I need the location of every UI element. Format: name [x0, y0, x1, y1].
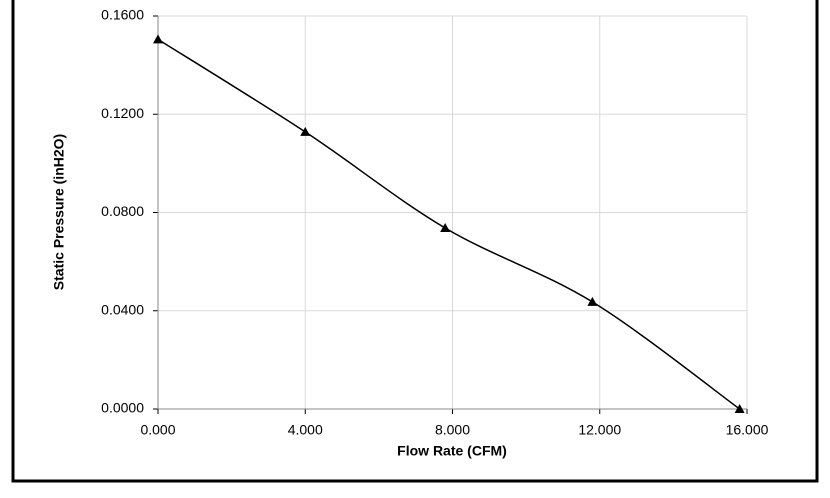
- marker: [153, 34, 163, 44]
- x-tick-label: 4.000: [288, 422, 323, 438]
- y-axis-title: Static Pressure (inH2O): [51, 134, 67, 290]
- x-tick-label: 16.000: [726, 422, 769, 438]
- x-tick-label: 12.000: [578, 422, 621, 438]
- marker: [734, 404, 745, 413]
- marker: [587, 296, 598, 306]
- y-tick-label: 0.1600: [101, 7, 144, 23]
- y-tick-label: 0.0800: [101, 203, 144, 219]
- x-tick-label: 8.000: [435, 422, 470, 438]
- x-tick-label: 0.000: [140, 422, 175, 438]
- x-axis-title: Flow Rate (CFM): [397, 443, 507, 459]
- frame: [11, 0, 819, 483]
- marker: [300, 126, 311, 136]
- y-tick-label: 0.0400: [101, 301, 144, 317]
- y-tick-label: 0.1200: [101, 105, 144, 121]
- y-tick-label: 0.0000: [101, 400, 144, 416]
- marker: [440, 222, 451, 232]
